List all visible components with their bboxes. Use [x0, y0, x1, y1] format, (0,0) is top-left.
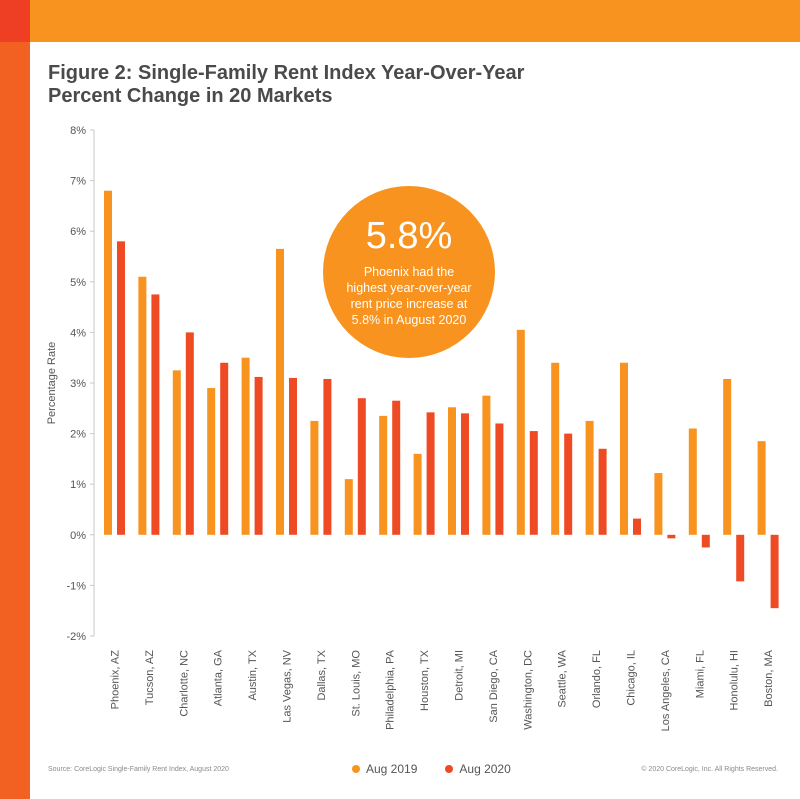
x-tick-label: Orlando, FL: [591, 650, 603, 708]
bar-aug-2020: [461, 413, 469, 535]
top-accent-bar: [0, 0, 800, 42]
bar-aug-2020: [254, 376, 263, 535]
y-tick-label: -1%: [66, 580, 86, 592]
x-tick-label: San Diego, CA: [488, 649, 500, 722]
x-tick-label: Atlanta, GA: [213, 649, 225, 706]
x-tick-label: Detroit, MI: [454, 650, 466, 701]
bar-aug-2019: [207, 388, 216, 535]
bar-aug-2019: [551, 362, 560, 535]
callout-value: 5.8%: [365, 215, 453, 257]
x-tick-label: Honolulu, HI: [729, 650, 741, 711]
x-tick-label: Washington, DC: [522, 650, 534, 730]
y-tick-label: 2%: [70, 429, 86, 441]
y-tick-label: 0%: [70, 530, 86, 542]
y-tick-label: 5%: [70, 277, 86, 289]
bar-aug-2020: [426, 412, 435, 535]
bar-aug-2020: [495, 423, 504, 535]
source-note: Source: CoreLogic Single-Family Rent Ind…: [48, 766, 229, 773]
x-tick-label: Philadelphia, PA: [385, 649, 397, 730]
bar-aug-2019: [585, 420, 594, 535]
legend-label-aug-2020: Aug 2020: [459, 762, 511, 776]
bar-aug-2019: [516, 329, 525, 535]
bar-aug-2020: [598, 448, 607, 535]
chart-legend: Aug 2019 Aug 2020: [352, 762, 511, 776]
x-tick-label: Tucson, AZ: [144, 650, 156, 706]
bar-aug-2020: [117, 241, 125, 535]
bar-aug-2019: [172, 370, 181, 535]
bar-aug-2020: [667, 534, 676, 539]
chart-title-line-2: Percent Change in 20 Markets: [48, 85, 333, 107]
bar-aug-2019: [310, 420, 319, 535]
x-tick-label: Houston, TX: [419, 649, 431, 711]
bar-aug-2020: [529, 431, 538, 535]
bar-aug-2019: [379, 415, 388, 535]
bar-aug-2019: [448, 407, 456, 535]
left-accent-bar: [0, 42, 30, 799]
x-tick-label: Los Angeles, CA: [660, 649, 672, 731]
chart-title: Figure 2: Single-Family Rent Index Year-…: [48, 62, 648, 108]
x-tick-label: Dallas, TX: [316, 649, 328, 700]
bar-aug-2020: [770, 534, 779, 609]
bar-aug-2020: [323, 378, 332, 535]
bar-aug-2020: [633, 518, 641, 535]
bar-aug-2020: [392, 400, 401, 535]
legend-item-aug-2020: Aug 2020: [445, 762, 511, 776]
y-tick-label: 4%: [70, 327, 86, 339]
legend-dot-aug-2019: [352, 765, 360, 773]
y-axis-label: Percentage Rate: [46, 342, 58, 425]
bar-aug-2019: [654, 473, 663, 535]
bar-aug-2020: [185, 332, 194, 535]
legend-label-aug-2019: Aug 2019: [366, 762, 418, 776]
top-corner-accent: [0, 0, 30, 42]
bar-aug-2019: [723, 378, 732, 535]
callout-text: Phoenix had the highest year-over-year r…: [346, 265, 472, 327]
y-tick-label: 3%: [70, 378, 86, 390]
x-tick-label: Charlotte, NC: [178, 650, 190, 717]
bar-aug-2020: [151, 294, 160, 535]
bar-aug-2020: [220, 362, 229, 535]
legend-dot-aug-2020: [445, 765, 454, 773]
y-tick-label: 8%: [70, 125, 86, 137]
bar-aug-2019: [104, 190, 112, 535]
bar-aug-2020: [736, 534, 745, 582]
bar-aug-2019: [757, 441, 766, 535]
bar-aug-2019: [276, 248, 284, 535]
x-tick-label: Seattle, WA: [557, 649, 569, 707]
x-tick-label: St. Louis, MO: [350, 650, 362, 717]
callout-bubble: 5.8% Phoenix had the highest year-over-y…: [323, 186, 495, 358]
bar-aug-2019: [138, 276, 147, 535]
x-tick-label: Phoenix, AZ: [110, 650, 122, 710]
chart-title-line-1: Figure 2: Single-Family Rent Index Year-…: [48, 62, 525, 84]
bar-aug-2020: [701, 534, 710, 548]
x-tick-label: Chicago, IL: [626, 650, 638, 706]
x-tick-label: Boston, MA: [763, 649, 775, 707]
bar-aug-2019: [688, 428, 697, 535]
y-tick-label: 7%: [70, 176, 86, 188]
x-tick-label: Austin, TX: [247, 649, 259, 700]
bar-aug-2019: [413, 453, 422, 535]
copyright-note: © 2020 CoreLogic, Inc. All Rights Reserv…: [641, 766, 778, 773]
bar-aug-2020: [564, 433, 573, 535]
x-tick-label: Las Vegas, NV: [282, 649, 294, 722]
y-tick-label: -2%: [66, 631, 86, 643]
bar-aug-2019: [482, 395, 491, 535]
bar-aug-2020: [289, 377, 297, 535]
bar-aug-2019: [344, 479, 353, 535]
x-tick-label: Miami, FL: [694, 650, 706, 698]
y-tick-label: 1%: [70, 479, 86, 491]
legend-item-aug-2019: Aug 2019: [352, 762, 417, 776]
bar-aug-2019: [241, 357, 250, 535]
y-tick-label: 6%: [70, 226, 86, 238]
bar-aug-2019: [620, 362, 628, 535]
bar-aug-2020: [357, 398, 366, 535]
